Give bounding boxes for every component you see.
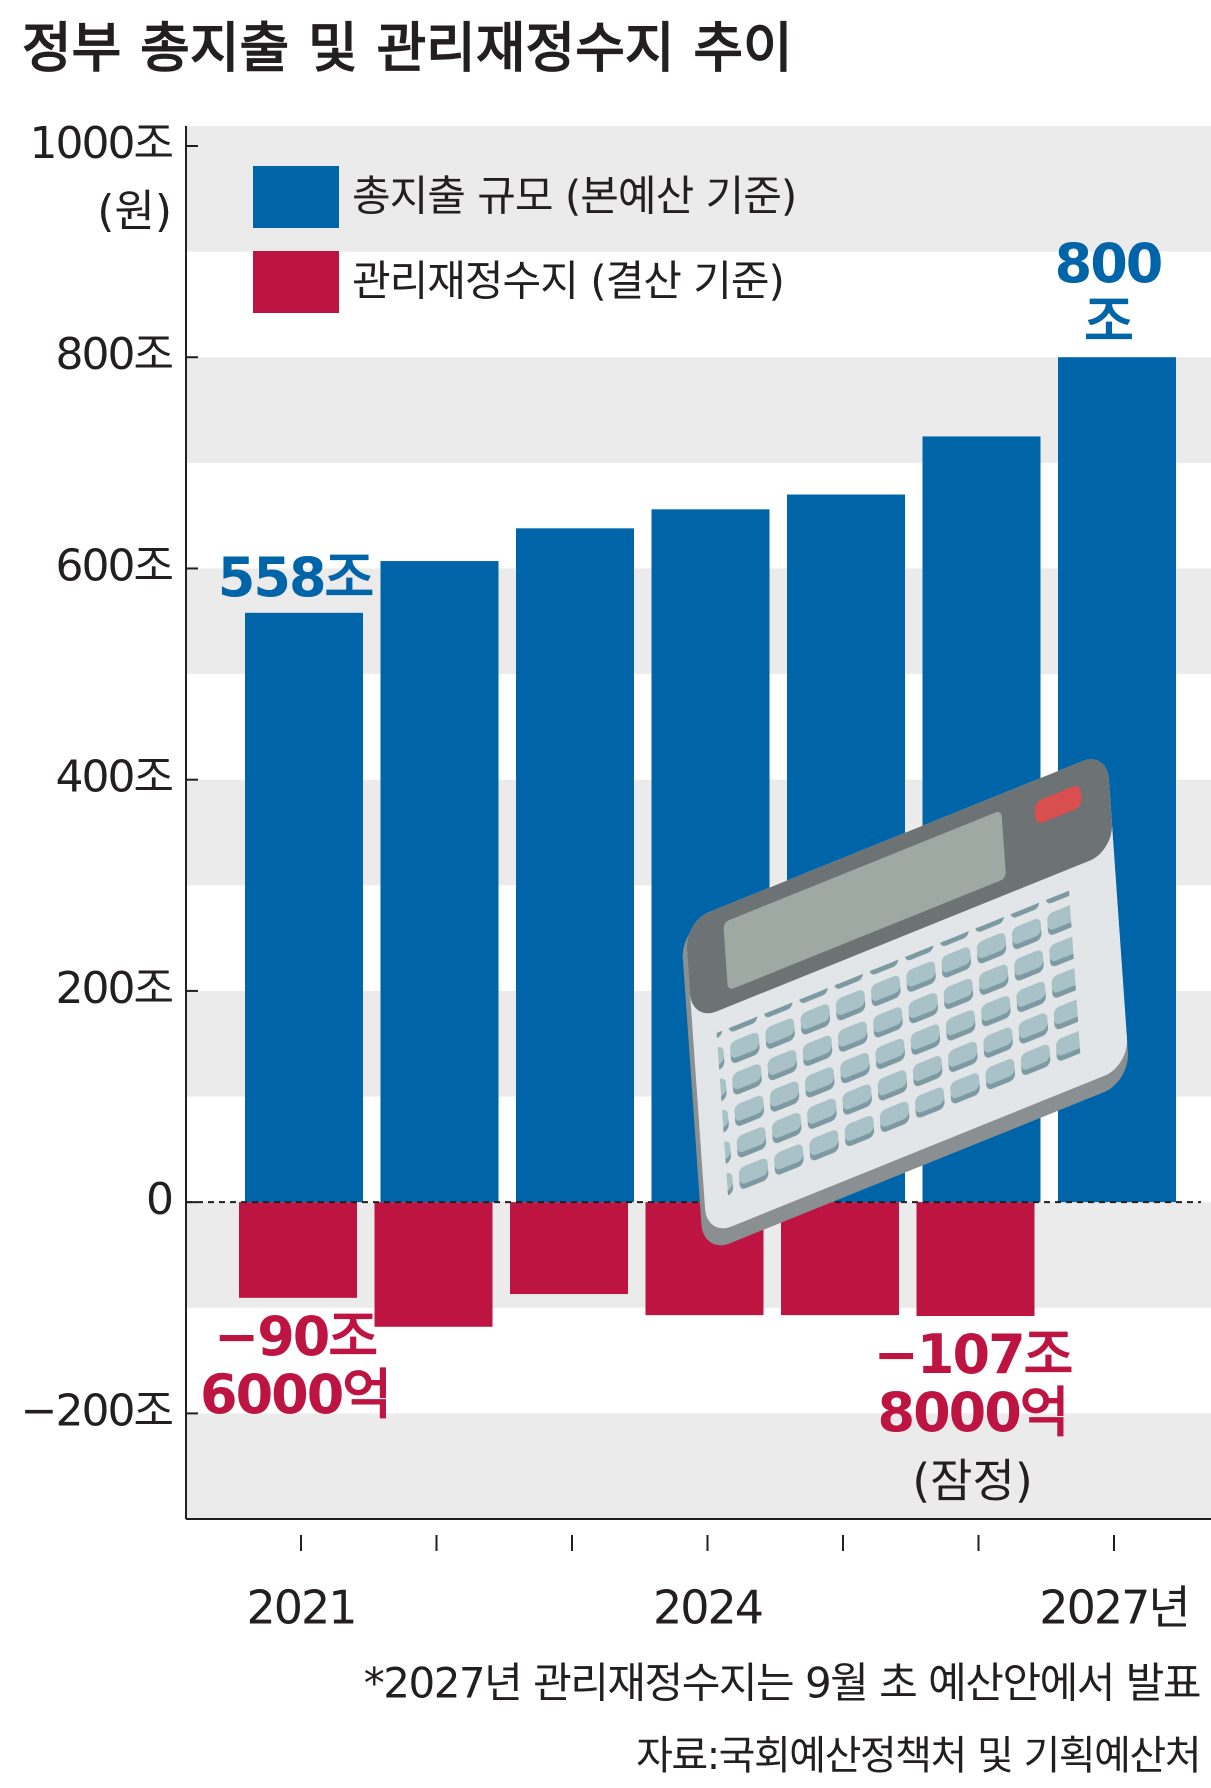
bar — [781, 1202, 899, 1316]
x-tick-label: 2027년 — [1039, 1581, 1188, 1635]
bar — [916, 1202, 1035, 1317]
bar — [516, 528, 634, 1203]
calculator-illustration — [682, 759, 1129, 1246]
y-tick-label: −200조 — [21, 1385, 173, 1436]
bar — [510, 1202, 628, 1295]
legend-swatch — [253, 166, 339, 228]
y-tick-label: 600조 — [56, 540, 173, 591]
grid-band — [186, 1413, 1211, 1519]
annotation: (잠정) — [912, 1453, 1033, 1508]
legend-swatch — [253, 251, 339, 313]
source: 자료:국회예산정책처 및 기획예산처 — [636, 1733, 1200, 1779]
chart-title: 정부 총지출 및 관리재정수지 추이 — [22, 17, 793, 80]
y-tick-label: 1000조 — [30, 118, 173, 169]
legend-label: 총지출 규모 (본예산 기준) — [352, 172, 796, 221]
y-tick-label: 0 — [146, 1174, 172, 1225]
footnote: *2027년 관리재정수지는 9월 초 예산안에서 발표 — [364, 1659, 1200, 1708]
x-tick-label: 2024 — [653, 1581, 762, 1635]
axes: −200조 0 200조 400조 600조 800조 1000조 (원) 2021 2024 20… — [21, 118, 1211, 1779]
bar — [374, 1202, 493, 1327]
marks — [186, 357, 1201, 1327]
value-label: 800조 +α — [1054, 231, 1164, 412]
bar — [245, 612, 363, 1203]
value-label: −90조 6000억 — [200, 1304, 392, 1427]
legend-label: 관리재정수지 (결산 기준) — [352, 257, 784, 306]
y-tick-label: 800조 — [56, 329, 173, 380]
value-label: −107조 8000억 — [873, 1323, 1074, 1445]
bar — [239, 1202, 357, 1298]
grid-band — [186, 126, 1211, 146]
grid-band — [186, 146, 1211, 252]
x-tick-label: 2021 — [246, 1581, 355, 1635]
y-tick-label: 200조 — [56, 963, 173, 1014]
y-axis-unit: (원) — [97, 186, 172, 237]
y-tick-label: 400조 — [56, 752, 173, 803]
bar — [380, 561, 499, 1203]
value-label: 558조 — [217, 545, 374, 609]
